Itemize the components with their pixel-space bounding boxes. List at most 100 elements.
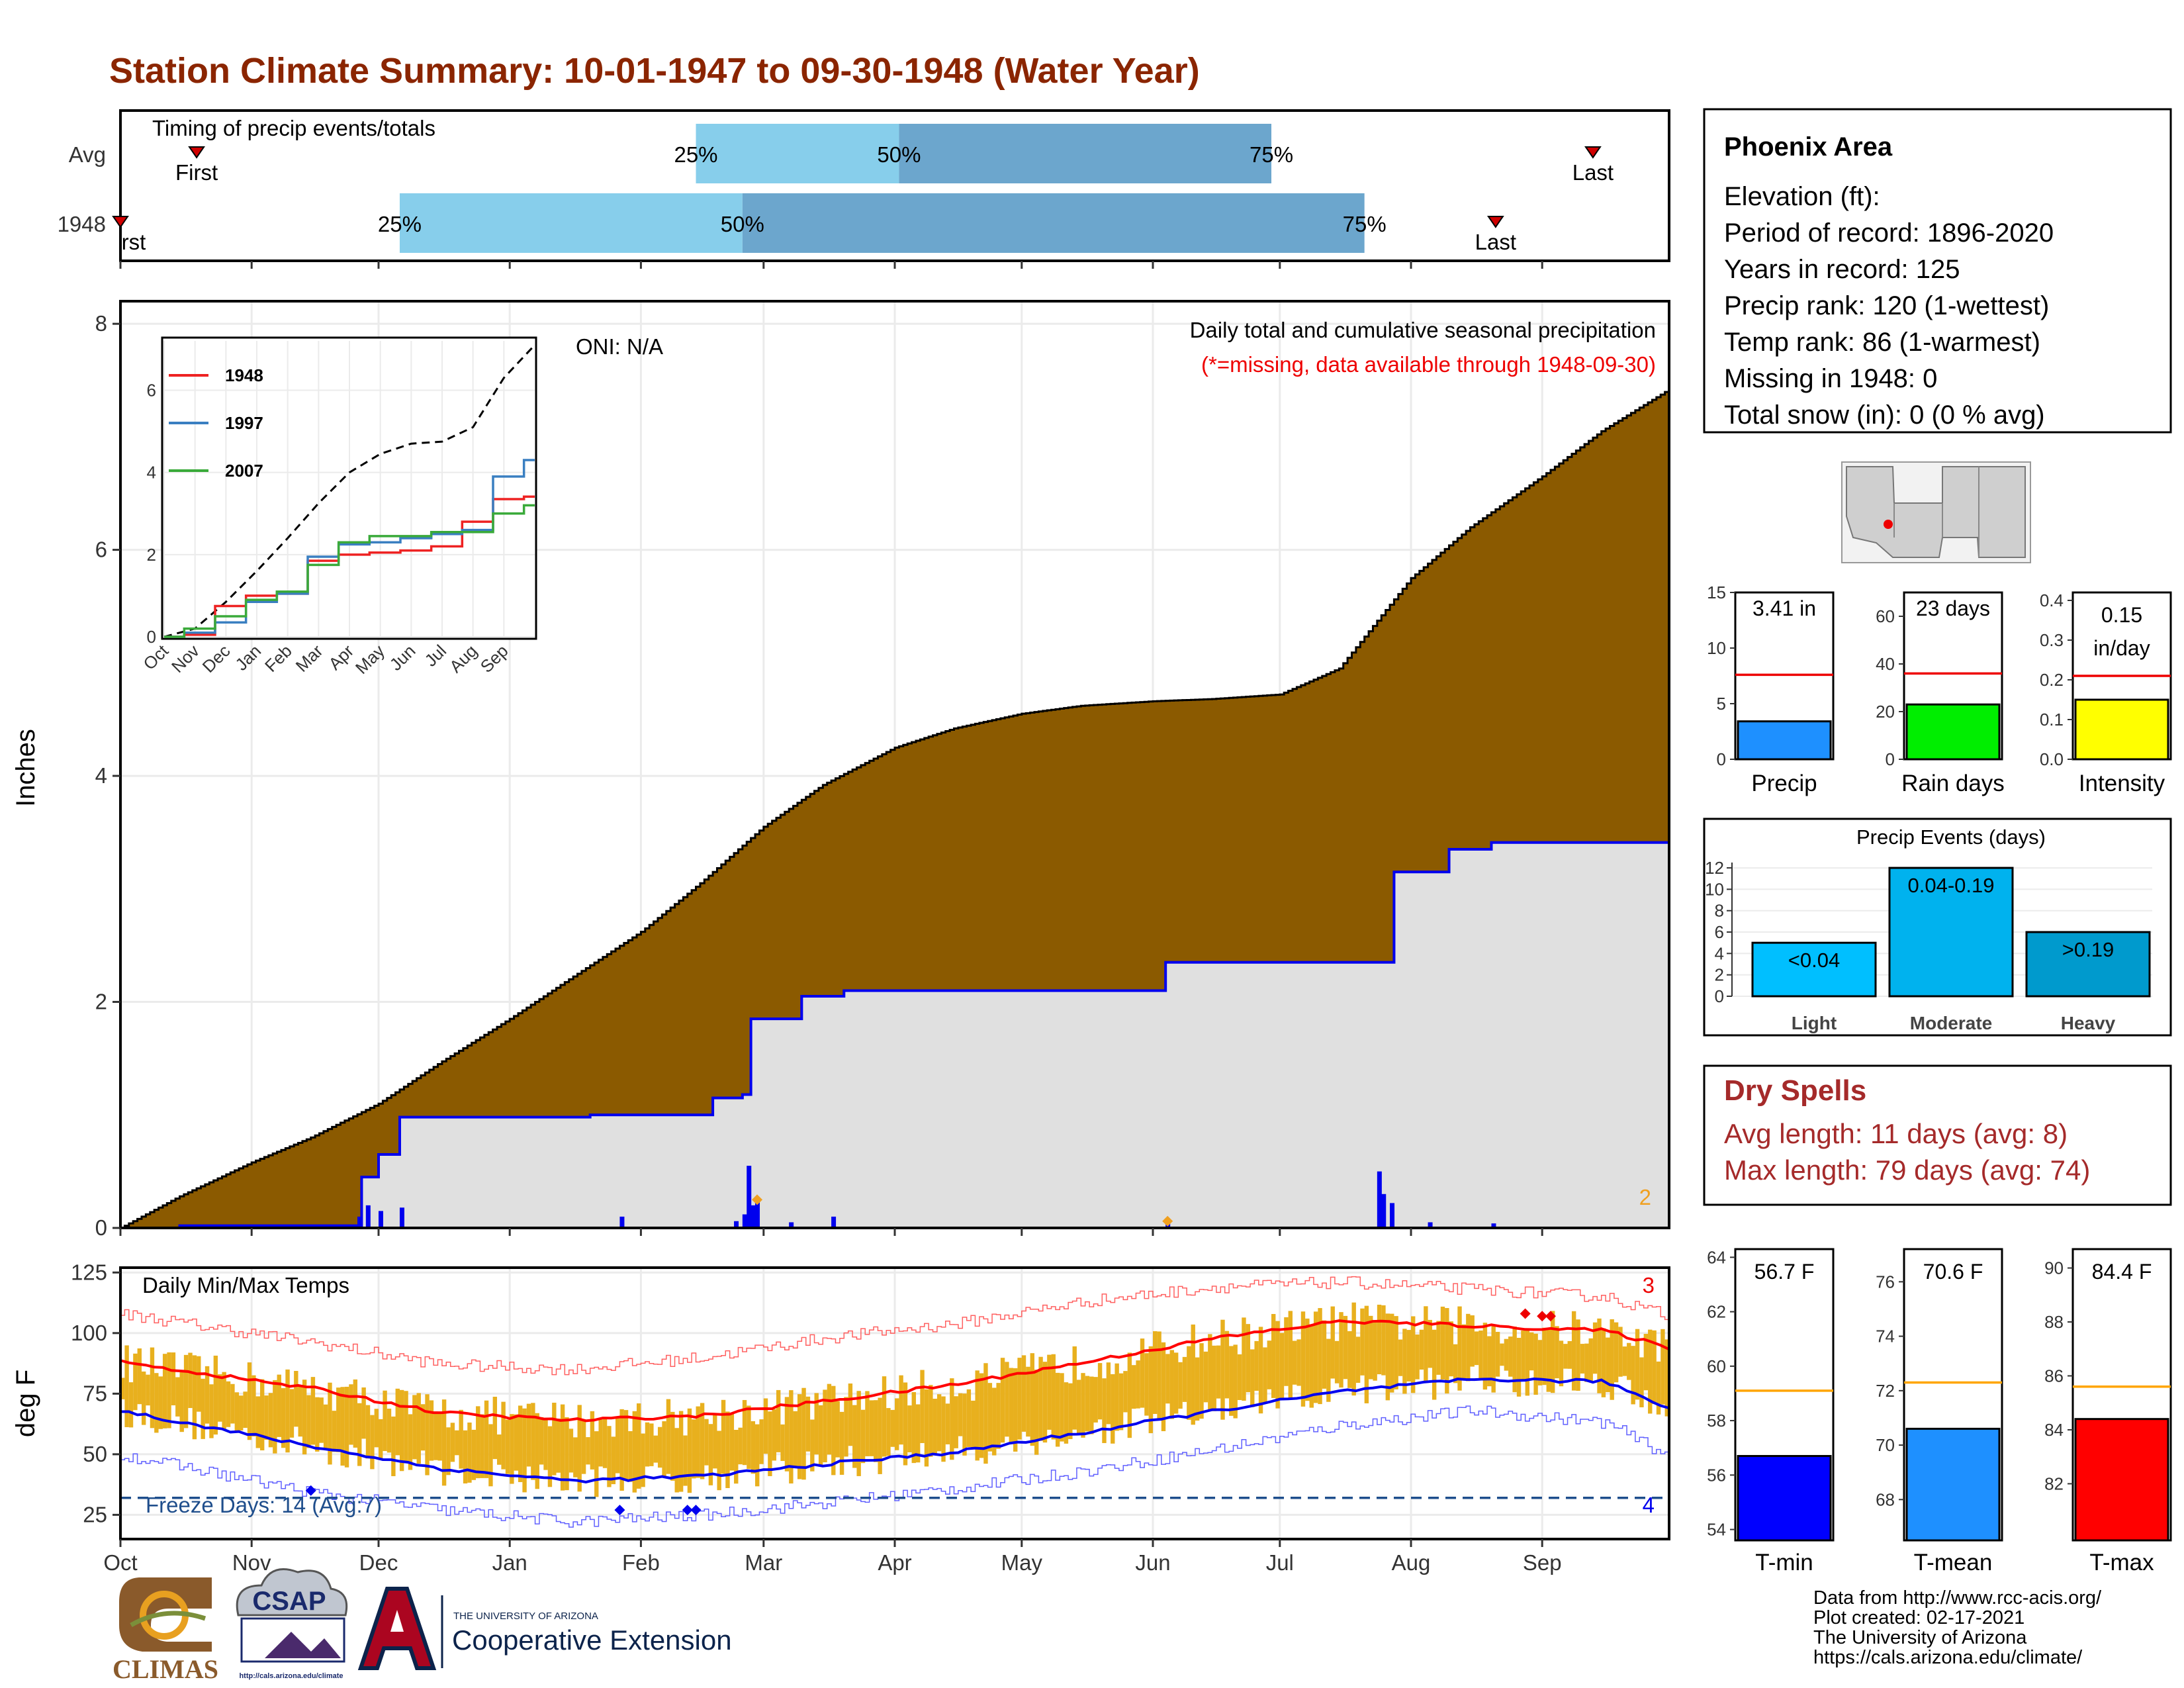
daily-temp-bar — [670, 1411, 675, 1481]
csap-cloud-icon — [236, 1568, 348, 1617]
daily-temp-bar — [1597, 1318, 1602, 1393]
daily-temp-bar — [179, 1370, 184, 1432]
daily-temp-bar — [455, 1430, 459, 1456]
daily-temp-bar — [569, 1429, 574, 1473]
ua-a-counter — [390, 1610, 404, 1632]
daily-temp-bar — [666, 1399, 671, 1474]
legend-label-1997: 1997 — [225, 413, 263, 433]
daily-temp-bar — [915, 1404, 921, 1463]
daily-precip-bar — [619, 1216, 625, 1228]
tbar-tick-label: 72 — [1876, 1381, 1895, 1401]
daily-temp-bar — [201, 1378, 205, 1439]
csap-url: http://cals.arizona.edu/climate — [239, 1672, 343, 1680]
daily-temp-bar — [277, 1374, 281, 1437]
daily-temp-bar — [450, 1423, 455, 1462]
daily-temp-bar — [1576, 1319, 1580, 1391]
daily-temp-bar — [1652, 1330, 1657, 1405]
mini-tick-label: 20 — [1876, 702, 1895, 722]
daily-temp-bar — [1347, 1331, 1352, 1388]
daily-temp-bar — [1178, 1362, 1183, 1409]
events-cat-Heavy: Heavy — [2061, 1013, 2116, 1033]
mini-bar-charts: 0 5 10 15 3.41 in Precip 0 20 40 60 23 days Rain da… — [1707, 583, 2172, 796]
info-snow: Total snow (in): 0 (0 % avg) — [1724, 400, 2045, 430]
events-bar-Heavy — [2025, 931, 2151, 998]
missing-note: (*=missing, data available through 1948-… — [1201, 352, 1656, 377]
mini-tick-label: 0.1 — [2040, 710, 2064, 729]
daily-temp-bar — [370, 1415, 375, 1470]
daily-temp-bar — [1009, 1368, 1014, 1444]
tbar-tick-label: 74 — [1876, 1327, 1895, 1346]
daily-temp-bar — [835, 1401, 840, 1458]
inset-legend: 1948 1997 2007 — [169, 365, 263, 481]
last-event-marker — [1486, 216, 1504, 228]
daily-temp-bar — [577, 1405, 582, 1492]
daily-temp-bar — [975, 1370, 979, 1461]
temp-panel-label: Daily Min/Max Temps — [142, 1273, 349, 1297]
daily-temp-bar — [1622, 1346, 1627, 1376]
extreme-precip-marker — [752, 1194, 763, 1205]
daily-temp-bar — [1267, 1340, 1272, 1389]
daily-temp-bar — [966, 1389, 972, 1447]
daily-temp-bar — [818, 1405, 823, 1467]
daily-temp-bar — [391, 1416, 396, 1476]
daily-temp-bar — [717, 1430, 721, 1491]
mini-tick-label: 10 — [1707, 638, 1726, 658]
daily-temp-bar — [810, 1419, 815, 1472]
daily-temp-bar — [162, 1354, 167, 1429]
daily-temp-bar — [234, 1392, 240, 1431]
daily-temp-bar — [1432, 1329, 1437, 1400]
daily-temp-bar — [1055, 1372, 1060, 1447]
daily-temp-bar — [1656, 1361, 1661, 1415]
precip-y-tick-label: 4 — [95, 763, 107, 788]
daily-temp-bar — [230, 1383, 235, 1424]
daily-temp-bar — [645, 1422, 650, 1467]
precip-subtitle: Daily total and cumulative seasonal prec… — [1190, 318, 1656, 342]
mini-bar-Intensity — [2074, 698, 2169, 761]
timing-75-label: 75% — [1343, 212, 1387, 236]
daily-temp-bar — [281, 1388, 286, 1448]
daily-temp-bar — [869, 1400, 874, 1456]
month-label: May — [1001, 1550, 1043, 1575]
daily-temp-bar — [146, 1374, 150, 1406]
month-label: Jun — [1135, 1550, 1170, 1575]
tbar-T-min — [1737, 1455, 1832, 1542]
events-tick-label: 6 — [1715, 922, 1724, 942]
daily-temp-bar — [488, 1424, 493, 1487]
timing-75-label: 75% — [1250, 142, 1293, 167]
daily-temp-bar — [463, 1430, 468, 1483]
daily-temp-bar — [929, 1385, 933, 1457]
mini-tick-label: 0 — [1717, 749, 1726, 769]
daily-temp-bar — [128, 1382, 134, 1428]
daily-temp-bar — [315, 1397, 320, 1452]
daily-temp-bar — [1567, 1340, 1572, 1369]
tbar-tick-label: 68 — [1876, 1489, 1895, 1509]
daily-temp-bar — [1588, 1338, 1593, 1383]
daily-temp-bar — [581, 1421, 586, 1474]
precip-y-axis: 0 2 4 6 8 — [95, 311, 120, 1240]
daily-temp-bar — [1470, 1315, 1475, 1367]
timing-bar-q2 — [742, 193, 1365, 253]
daily-temp-bar — [742, 1399, 747, 1466]
daily-temp-bar — [1229, 1346, 1234, 1416]
first-event-marker — [112, 216, 129, 228]
daily-temp-bar — [518, 1405, 523, 1482]
first-event-label: rst — [122, 230, 146, 254]
mini-tick-label: 40 — [1876, 654, 1895, 674]
daily-temp-bar — [1051, 1354, 1056, 1440]
daily-temp-bar — [255, 1396, 260, 1448]
mini-value-Rain days: 23 days — [1916, 596, 1990, 620]
daily-temp-bar — [133, 1353, 138, 1411]
precip-y-tick-label: 2 — [95, 990, 107, 1014]
daily-temp-bar — [425, 1394, 430, 1476]
daily-temp-bar — [268, 1393, 273, 1448]
daily-temp-bar — [1199, 1343, 1204, 1419]
events-range-Heavy: >0.19 — [2062, 938, 2114, 961]
daily-temp-bar — [1584, 1343, 1589, 1382]
daily-temp-bar — [1330, 1306, 1335, 1379]
daily-temp-bar — [167, 1352, 171, 1429]
daily-temp-bar — [1034, 1370, 1039, 1455]
year-cumulative-line — [120, 841, 1669, 1229]
first-event-label: First — [175, 160, 218, 185]
daily-temp-bar — [1373, 1321, 1377, 1381]
